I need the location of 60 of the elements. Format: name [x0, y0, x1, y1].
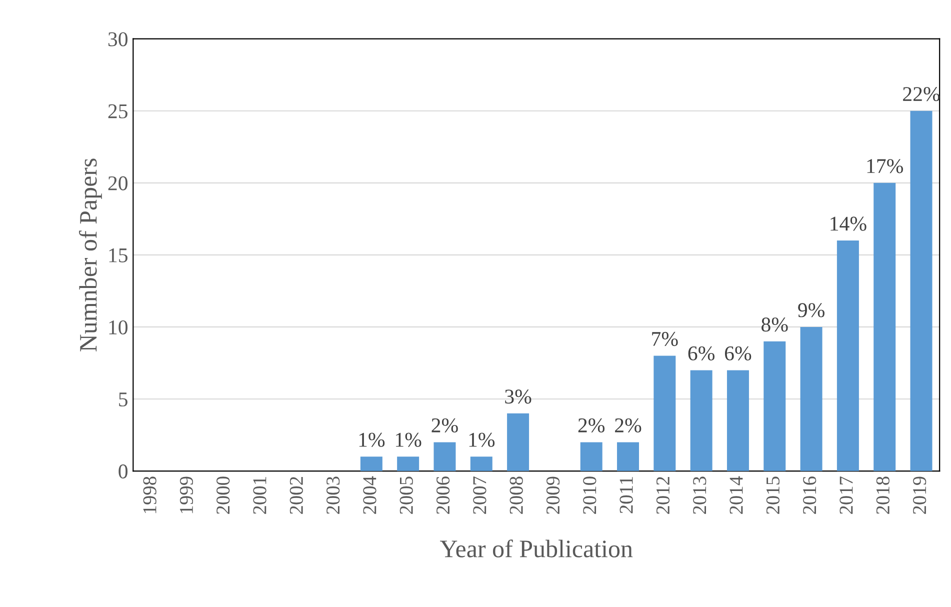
- annotation: 2%: [615, 418, 642, 432]
- x-tick-label: 2008: [510, 476, 523, 514]
- x-tick-label: 2015: [766, 476, 780, 514]
- x-tick-label: 2004: [363, 476, 376, 514]
- y-tick-label: 0: [118, 464, 128, 478]
- bar: [800, 326, 822, 472]
- y-tick-label: 5: [119, 392, 128, 406]
- x-tick-label: 2009: [546, 476, 560, 514]
- annotation: 7%: [652, 332, 678, 346]
- x-tick-label: 2017: [840, 476, 853, 514]
- bar: [836, 240, 859, 472]
- bar: [470, 456, 492, 472]
- annotation: 2%: [578, 418, 605, 432]
- annotation: 1%: [396, 432, 422, 447]
- y-tick-label: 30: [108, 32, 128, 46]
- bar: [507, 413, 530, 472]
- x-tick-label: 2003: [326, 476, 340, 514]
- bar: [360, 456, 382, 472]
- bar: [580, 442, 602, 472]
- x-tick-label: 2001: [253, 477, 266, 514]
- bar: [617, 442, 640, 472]
- x-tick-label: 2016: [803, 476, 816, 514]
- x-axis-title: Year of Publication: [440, 540, 633, 558]
- bar: [874, 182, 896, 472]
- x-tick-label: 2007: [473, 476, 486, 514]
- bar: [690, 370, 712, 472]
- annotation: 8%: [762, 318, 788, 332]
- annotation: 1%: [359, 432, 385, 447]
- annotation: 6%: [724, 346, 752, 360]
- bar: [764, 341, 786, 472]
- annotation: 14%: [830, 216, 866, 231]
- y-axis-title: Numnber of Papers: [78, 158, 102, 352]
- bar: [654, 356, 676, 472]
- bar: [910, 110, 932, 472]
- x-tick-label: 2012: [656, 476, 670, 514]
- y-tick-label: 10: [109, 320, 128, 334]
- x-tick-label: 2006: [436, 476, 450, 514]
- y-tick-label: 15: [109, 248, 128, 262]
- annotation: 6%: [688, 346, 714, 360]
- y-tick-label: 20: [108, 176, 128, 190]
- x-tick-label: 1998: [143, 476, 156, 514]
- x-tick-label: 2002: [290, 476, 303, 514]
- y-tick-label: 25: [108, 104, 128, 118]
- x-tick-label: 2010: [583, 476, 596, 514]
- annotation: 2%: [432, 418, 458, 432]
- x-tick-label: 2018: [876, 476, 890, 514]
- annotation: 1%: [469, 432, 495, 447]
- x-tick-label: 2013: [693, 476, 706, 514]
- x-tick-label: 2014: [730, 476, 743, 514]
- x-tick-label: 2005: [400, 476, 413, 514]
- annotation: 17%: [867, 159, 903, 174]
- annotation: 9%: [798, 303, 824, 318]
- x-tick-label: 2019: [913, 476, 926, 514]
- annotation: 3%: [505, 390, 532, 404]
- bar: [726, 370, 749, 472]
- bar: [397, 456, 420, 472]
- bar: [434, 442, 456, 472]
- x-tick-label: 1999: [180, 476, 193, 514]
- x-tick-label: 2011: [620, 477, 633, 514]
- x-tick-label: 2000: [216, 476, 230, 514]
